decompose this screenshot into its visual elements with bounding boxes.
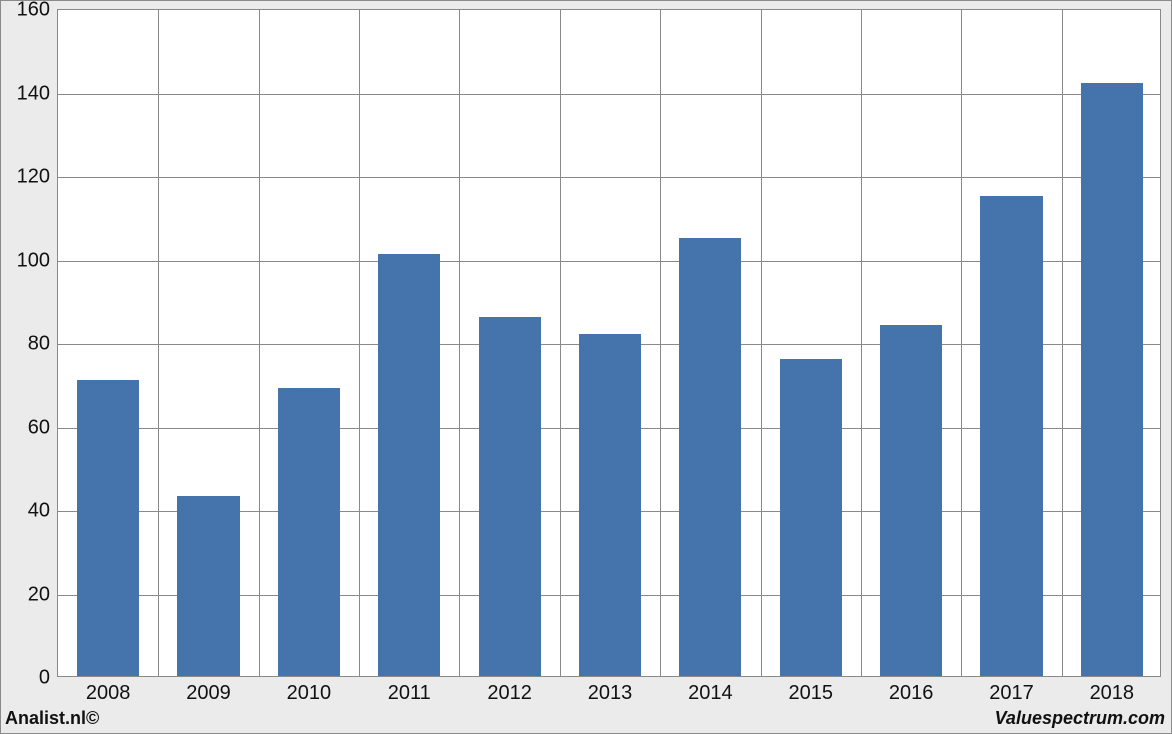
y-axis-tick-label: 160	[17, 0, 50, 22]
bar	[378, 254, 440, 676]
y-axis-tick-label: 140	[17, 82, 50, 105]
gridline-vertical	[359, 10, 360, 676]
y-axis-tick-label: 20	[28, 583, 50, 606]
y-axis-tick-label: 40	[28, 500, 50, 523]
gridline-vertical	[259, 10, 260, 676]
y-axis-tick-label: 80	[28, 333, 50, 356]
bar	[479, 317, 541, 676]
x-axis-tick-label: 2008	[86, 682, 131, 705]
gridline-vertical	[1062, 10, 1063, 676]
gridline-vertical	[660, 10, 661, 676]
bar	[177, 496, 239, 676]
bar	[980, 196, 1042, 676]
gridline-horizontal	[58, 177, 1160, 178]
footer-left-credit: Analist.nl©	[5, 708, 99, 729]
bar	[880, 325, 942, 676]
x-axis-tick-label: 2011	[388, 682, 431, 705]
gridline-vertical	[761, 10, 762, 676]
y-axis-tick-label: 60	[28, 416, 50, 439]
gridline-vertical	[861, 10, 862, 676]
bar	[679, 238, 741, 676]
gridline-horizontal	[58, 94, 1160, 95]
bar	[579, 334, 641, 676]
y-axis-tick-label: 0	[39, 667, 50, 690]
x-axis-tick-label: 2013	[588, 682, 633, 705]
gridline-vertical	[961, 10, 962, 676]
x-axis-tick-label: 2014	[688, 682, 733, 705]
chart-outer: 0 20 40 60 80 100 120 140 160 2008 2009 2010 2011 201…	[0, 0, 1172, 734]
y-axis-tick-label: 120	[17, 166, 50, 189]
gridline-vertical	[158, 10, 159, 676]
x-axis-tick-label: 2018	[1090, 682, 1135, 705]
x-axis-tick-label: 2015	[788, 682, 833, 705]
bar	[1081, 83, 1143, 676]
x-axis-tick-label: 2010	[287, 682, 332, 705]
plot-area: 0204060801001201401602008200920102011201…	[57, 9, 1161, 677]
bar	[77, 380, 139, 676]
x-axis-tick-label: 2009	[186, 682, 231, 705]
y-axis-tick-label: 100	[17, 249, 50, 272]
x-axis-tick-label: 2017	[989, 682, 1034, 705]
bar	[780, 359, 842, 676]
gridline-vertical	[459, 10, 460, 676]
bar	[278, 388, 340, 676]
gridline-vertical	[560, 10, 561, 676]
x-axis-tick-label: 2012	[487, 682, 532, 705]
x-axis-tick-label: 2016	[889, 682, 934, 705]
footer-right-credit: Valuespectrum.com	[995, 708, 1165, 729]
